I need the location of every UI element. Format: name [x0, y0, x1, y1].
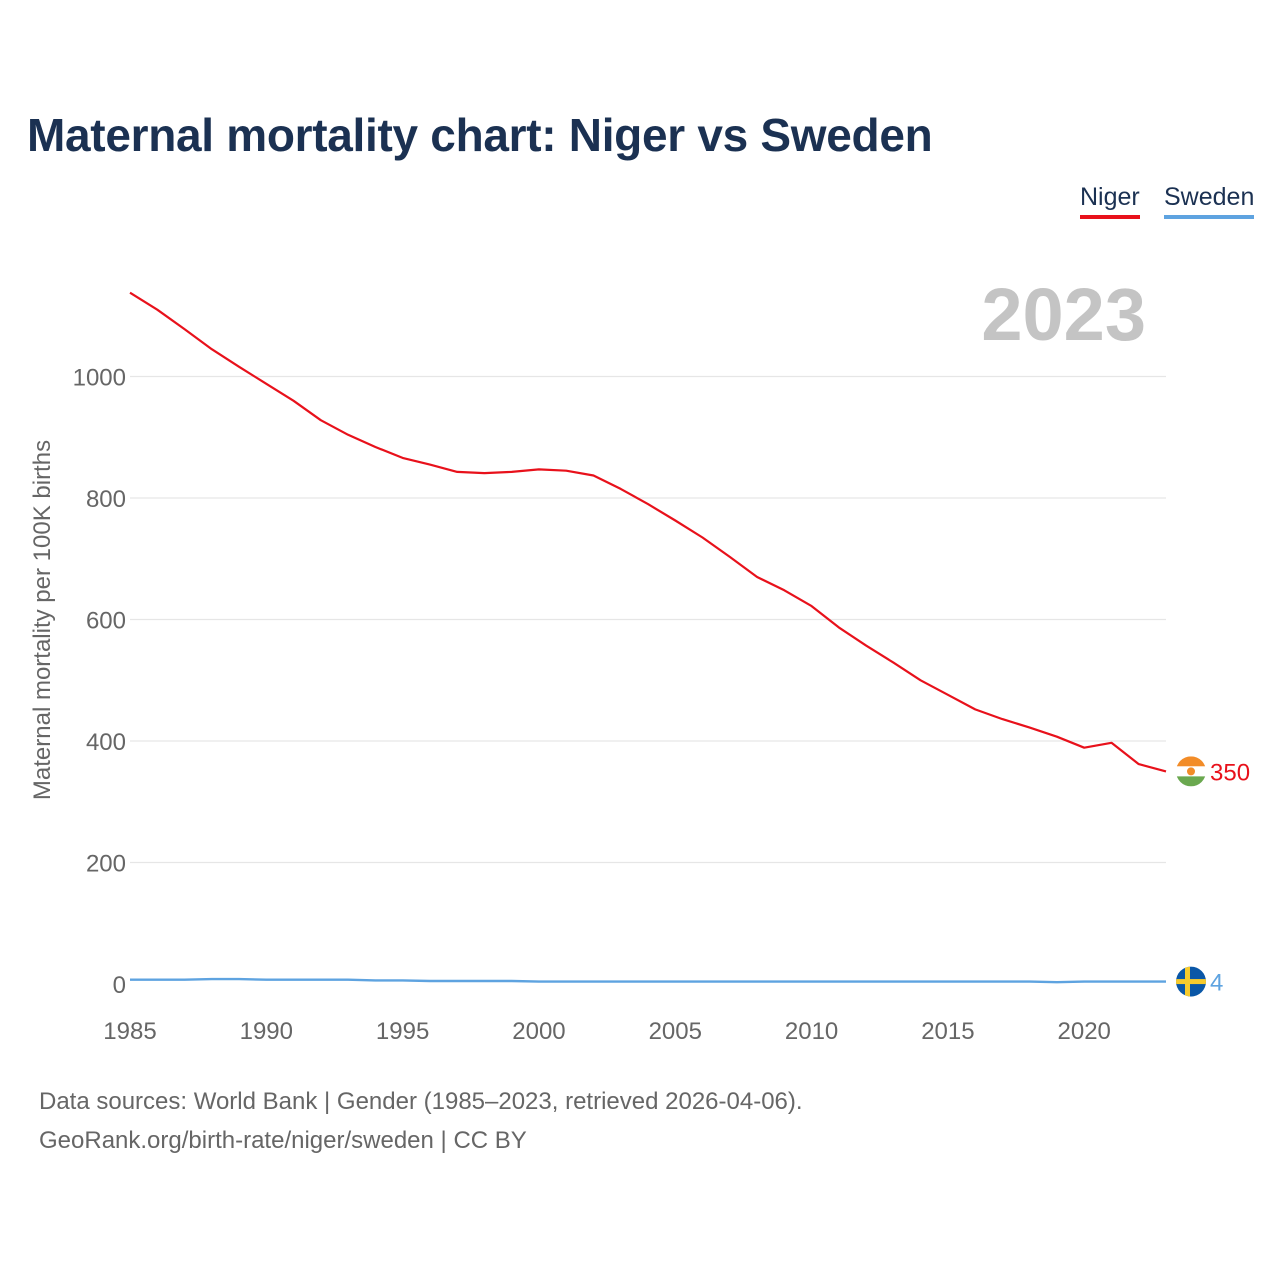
grid-lines — [130, 375, 1166, 864]
chart-title: Maternal mortality chart: Niger vs Swede… — [27, 109, 933, 161]
series-line-sweden[interactable] — [130, 977, 1166, 984]
legend-niger[interactable]: Niger — [1080, 183, 1140, 219]
attribution-link[interactable]: GeoRank.org/birth-rate/niger/sweden | CC… — [39, 1127, 527, 1154]
y-tick-label: 600 — [86, 608, 126, 635]
legend-sweden[interactable]: Sweden — [1164, 183, 1255, 219]
sweden-flag-icon — [1176, 966, 1206, 997]
series-lines — [129, 291, 1167, 984]
axes: 0 200 400 600 800 1000 1985 1990 1995 2000 2005 201… — [29, 365, 1111, 1046]
x-tick-label: 2020 — [1058, 1018, 1111, 1045]
niger-end-value: 350 — [1210, 759, 1250, 786]
end-markers: 350 4 — [1176, 756, 1250, 997]
y-tick-label: 1000 — [73, 365, 126, 392]
line-chart: 0 200 400 600 800 1000 1985 1990 1995 2000 2005 201… — [29, 273, 1250, 1046]
x-tick-label: 2010 — [785, 1018, 838, 1045]
x-tick-label: 2005 — [649, 1018, 702, 1045]
y-tick-label: 200 — [86, 851, 126, 878]
y-axis-label: Maternal mortality per 100K births — [29, 440, 56, 800]
y-tick-label: 400 — [86, 729, 126, 756]
series-line-niger[interactable] — [129, 291, 1167, 773]
x-tick-label: 1985 — [103, 1018, 156, 1045]
sweden-end-value: 4 — [1210, 970, 1223, 997]
x-tick-label: 1995 — [376, 1018, 429, 1045]
y-tick-label: 800 — [86, 486, 126, 513]
x-tick-label: 2000 — [512, 1018, 565, 1045]
y-tick-label: 0 — [113, 972, 126, 999]
current-year-label: 2023 — [981, 273, 1146, 356]
x-tick-label: 1990 — [240, 1018, 293, 1045]
x-tick-label: 2015 — [921, 1018, 974, 1045]
data-source-note: Data sources: World Bank | Gender (1985–… — [39, 1088, 803, 1115]
niger-flag-icon — [1176, 756, 1206, 787]
